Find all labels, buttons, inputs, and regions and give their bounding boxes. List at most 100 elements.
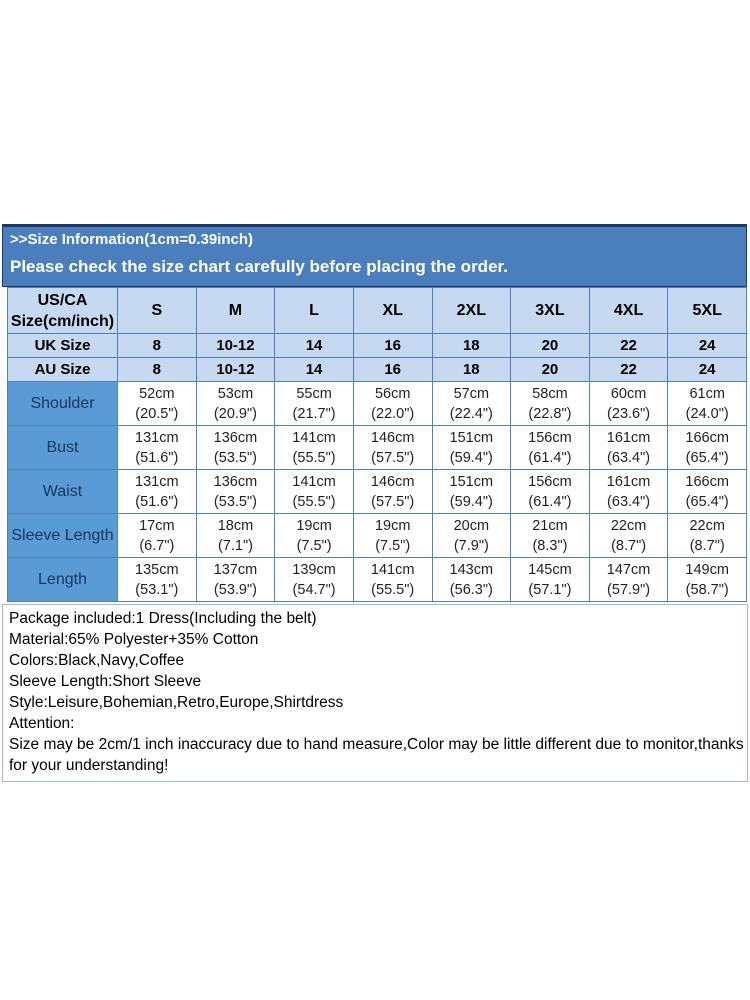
measurement-cm: 136cm — [213, 473, 258, 490]
detail-line: Style:Leisure,Bohemian,Retro,Europe,Shir… — [9, 694, 344, 711]
detail-line: Size may be 2cm/1 inch inaccuracy due to… — [9, 736, 744, 774]
measurement-cm: 135cm — [135, 561, 179, 578]
measurement-cell: 55cm (21.7") — [274, 381, 354, 426]
row-label: Bust — [7, 425, 118, 470]
row-label: Length — [7, 557, 118, 602]
measurement-cm: 131cm — [135, 473, 179, 490]
measurement-inch: (23.6") — [607, 405, 651, 422]
measurement-inch: (63.4") — [607, 449, 651, 466]
measurement-inch: (57.5") — [371, 493, 415, 510]
measurement-inch: (22.8") — [528, 405, 572, 422]
measurement-cell: 146cm (57.5") — [352, 425, 433, 470]
measurement-cm: 146cm — [370, 473, 415, 490]
measurement-inch: (21.7") — [292, 405, 336, 422]
measurement-inch: (8.7") — [611, 537, 647, 554]
measurement-cell: 161cm (63.4") — [588, 425, 669, 470]
measurement-inch: (53.9") — [213, 581, 257, 598]
size-column-header-xl: XL — [352, 287, 433, 334]
measurement-cm: 166cm — [685, 429, 729, 446]
table-row: UK Size 8 10-12 14 16 18 20 22 24 — [7, 333, 747, 358]
measurement-cm: 61cm — [689, 385, 725, 402]
measurement-cm: 161cm — [606, 429, 651, 446]
measurement-cell: 147cm (57.9") — [588, 557, 669, 602]
measurement-inch: (7.5") — [296, 537, 332, 554]
measurement-cm: 19cm — [374, 517, 411, 534]
measurement-cell: 151cm (59.4") — [431, 469, 512, 514]
measurement-cm: 17cm — [139, 517, 175, 534]
table-row: Bust 131cm (51.6") 136cm (53.5") 141cm (55.5")… — [7, 425, 747, 470]
measurement-cm: 151cm — [449, 429, 494, 446]
measurement-cell: 22cm (8.7") — [588, 513, 669, 558]
measurement-cm: 143cm — [449, 561, 494, 578]
measurement-cm: 21cm — [532, 517, 568, 534]
size-info-banner: >>Size Information(1cm=0.39inch) Please … — [2, 224, 747, 287]
corner-header-cell: US/CA Size(cm/inch) — [7, 287, 118, 334]
row-label: UK Size — [7, 333, 118, 358]
size-value-cell: 18 — [431, 357, 512, 382]
detail-line: Sleeve Length:Short Sleeve — [9, 673, 202, 690]
size-value-cell: 10-12 — [195, 357, 276, 382]
measurement-cell: 149cm (58.7") — [667, 557, 747, 602]
measurement-cm: 58cm — [532, 385, 568, 402]
measurement-cm: 145cm — [528, 561, 572, 578]
measurement-cm: 56cm — [374, 385, 411, 402]
size-column-header-m: M — [195, 287, 276, 334]
measurement-inch: (53.5") — [213, 449, 257, 466]
measurement-cell: 20cm (7.9") — [431, 513, 512, 558]
measurement-inch: (57.9") — [607, 581, 651, 598]
measurement-cell: 166cm (65.4") — [667, 469, 747, 514]
measurement-cell: 141cm (55.5") — [274, 425, 354, 470]
measurement-inch: (65.4") — [685, 449, 729, 466]
size-value-cell: 24 — [667, 333, 747, 358]
measurement-cm: 52cm — [139, 385, 175, 402]
row-label: Sleeve Length — [7, 513, 118, 558]
detail-line: Attention: — [9, 715, 75, 732]
size-chart-table: US/CA Size(cm/inch) S M L XL 2XL 3XL 4XL 5XL UK… — [7, 287, 747, 602]
size-column-header-2xl: 2XL — [431, 287, 512, 334]
row-label: AU Size — [7, 357, 118, 382]
measurement-inch: (54.7") — [292, 581, 336, 598]
size-value-cell: 16 — [352, 333, 433, 358]
measurement-inch: (22.4") — [449, 405, 493, 422]
size-value-cell: 20 — [510, 357, 590, 382]
size-value-cell: 24 — [667, 357, 747, 382]
row-label: Shoulder — [7, 381, 118, 426]
measurement-cell: 56cm (22.0") — [352, 381, 433, 426]
measurement-cell: 141cm (55.5") — [274, 469, 354, 514]
measurement-cm: 131cm — [135, 429, 179, 446]
measurement-cell: 57cm (22.4") — [431, 381, 512, 426]
table-row: Shoulder 52cm (20.5") 53cm (20.9") 55cm (21.7"… — [7, 381, 747, 426]
measurement-inch: (59.4") — [449, 493, 493, 510]
measurement-cm: 149cm — [685, 561, 729, 578]
table-row: Length 135cm (53.1") 137cm (53.9") 139cm (54.7… — [7, 557, 747, 602]
measurement-cm: 60cm — [610, 385, 647, 402]
measurement-cm: 156cm — [528, 429, 572, 446]
size-value-cell: 20 — [510, 333, 590, 358]
measurement-cell: 161cm (63.4") — [588, 469, 669, 514]
measurement-cell: 19cm (7.5") — [274, 513, 354, 558]
measurement-inch: (61.4") — [528, 493, 572, 510]
measurement-inch: (55.5") — [292, 493, 336, 510]
measurement-cm: 139cm — [292, 561, 336, 578]
measurement-cm: 147cm — [606, 561, 651, 578]
size-column-header-5xl: 5XL — [667, 287, 747, 334]
measurement-inch: (59.4") — [449, 449, 493, 466]
size-table-header-row: US/CA Size(cm/inch) S M L XL 2XL 3XL 4XL 5XL — [7, 287, 747, 334]
measurement-inch: (20.5") — [135, 405, 179, 422]
measurement-cm: 137cm — [213, 561, 258, 578]
measurement-cm: 22cm — [689, 517, 725, 534]
measurement-inch: (58.7") — [685, 581, 729, 598]
size-value-cell: 8 — [117, 333, 197, 358]
measurement-cm: 151cm — [449, 473, 494, 490]
corner-header-line2: Size(cm/inch) — [10, 312, 115, 330]
measurement-cell: 136cm (53.5") — [195, 425, 276, 470]
measurement-cell: 17cm (6.7") — [117, 513, 197, 558]
measurement-inch: (51.6") — [135, 449, 179, 466]
measurement-cm: 136cm — [213, 429, 258, 446]
measurement-inch: (61.4") — [528, 449, 572, 466]
measurement-cell: 156cm (61.4") — [510, 469, 590, 514]
measurement-cm: 53cm — [217, 385, 254, 402]
measurement-cm: 57cm — [453, 385, 490, 402]
measurement-cell: 131cm (51.6") — [117, 469, 197, 514]
measurement-cm: 161cm — [606, 473, 651, 490]
